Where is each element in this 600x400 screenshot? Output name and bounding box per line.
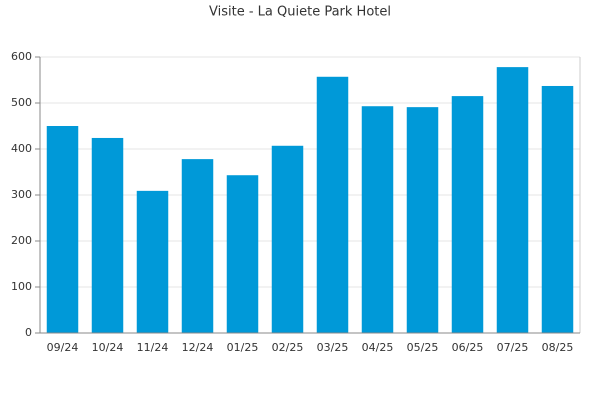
- x-tick-label: 05/25: [407, 341, 439, 354]
- bar: [181, 159, 214, 333]
- bar: [361, 106, 394, 333]
- chart-title: Visite - La Quiete Park Hotel: [209, 5, 391, 20]
- bar: [406, 107, 439, 333]
- x-tick-label: 04/25: [362, 341, 394, 354]
- x-tick-label: 03/25: [317, 341, 349, 354]
- y-tick-label: 500: [11, 96, 32, 109]
- x-tick-label: 10/24: [92, 341, 124, 354]
- x-tick-label: 06/25: [452, 341, 484, 354]
- bar: [316, 76, 349, 333]
- x-tick-label: 12/24: [182, 341, 214, 354]
- x-tick-label: 11/24: [137, 341, 169, 354]
- bar: [451, 96, 484, 333]
- x-tick-label: 01/25: [227, 341, 259, 354]
- y-tick-label: 200: [11, 234, 32, 247]
- y-tick-label: 300: [11, 188, 32, 201]
- x-tick-label: 09/24: [47, 341, 79, 354]
- x-tick-label: 07/25: [497, 341, 529, 354]
- bar: [541, 85, 574, 333]
- bar: [91, 137, 124, 333]
- bar: [271, 145, 304, 333]
- y-tick-label: 0: [25, 326, 32, 339]
- bar: [496, 67, 529, 334]
- x-tick-label: 08/25: [542, 341, 574, 354]
- x-tick-label: 02/25: [272, 341, 304, 354]
- bar: [226, 175, 259, 333]
- bar: [46, 126, 79, 333]
- bar: [136, 190, 169, 333]
- y-tick-label: 100: [11, 280, 32, 293]
- y-tick-label: 600: [11, 50, 32, 63]
- y-tick-label: 400: [11, 142, 32, 155]
